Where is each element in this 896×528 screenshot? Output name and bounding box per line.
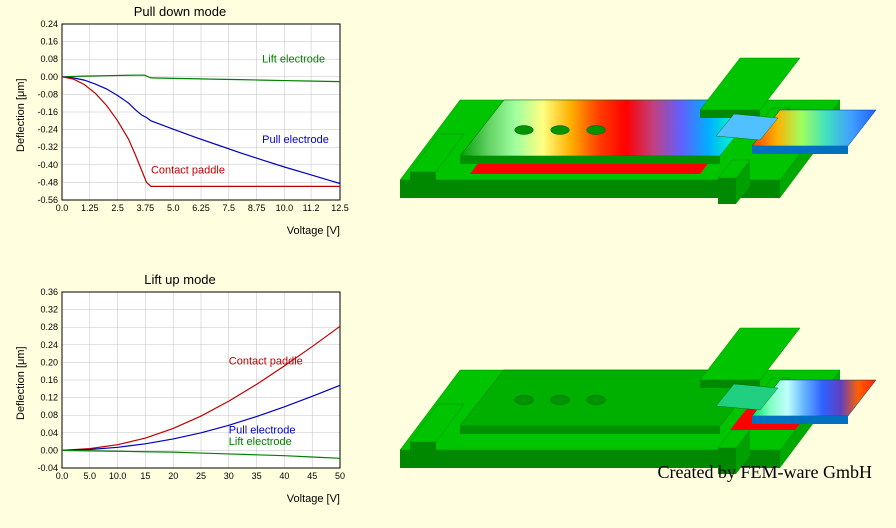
- svg-text:0.32: 0.32: [40, 305, 58, 315]
- svg-text:3.75: 3.75: [137, 203, 155, 213]
- pull-down-chart: Pull down mode 0.01.252.53.755.06.257.58…: [10, 4, 350, 240]
- svg-text:25: 25: [196, 471, 206, 481]
- svg-text:8.75: 8.75: [248, 203, 266, 213]
- svg-text:-0.48: -0.48: [37, 177, 58, 187]
- svg-text:-0.40: -0.40: [37, 160, 58, 170]
- svg-text:Lift electrode: Lift electrode: [262, 54, 325, 66]
- svg-text:50: 50: [335, 471, 345, 481]
- pull-down-render: [380, 30, 880, 230]
- svg-text:0.04: 0.04: [40, 428, 58, 438]
- svg-text:Lift electrode: Lift electrode: [229, 436, 292, 448]
- svg-text:40: 40: [279, 471, 289, 481]
- svg-text:Deflection [μm]: Deflection [μm]: [15, 78, 27, 152]
- credit-text: Created by FEM-ware GmbH: [658, 462, 872, 483]
- svg-text:0.20: 0.20: [40, 357, 58, 367]
- svg-text:0.00: 0.00: [40, 445, 58, 455]
- svg-text:0.28: 0.28: [40, 322, 58, 332]
- svg-text:0.08: 0.08: [40, 54, 58, 64]
- svg-text:Deflection [μm]: Deflection [μm]: [15, 346, 27, 420]
- svg-text:10.0: 10.0: [109, 471, 127, 481]
- svg-text:0.16: 0.16: [40, 37, 58, 47]
- svg-text:45: 45: [307, 471, 317, 481]
- svg-text:Pull electrode: Pull electrode: [262, 134, 329, 146]
- svg-text:20: 20: [168, 471, 178, 481]
- svg-text:Contact paddle: Contact paddle: [151, 165, 225, 177]
- svg-text:30: 30: [224, 471, 234, 481]
- svg-text:0.12: 0.12: [40, 393, 58, 403]
- svg-text:Pull electrode: Pull electrode: [229, 425, 296, 437]
- svg-text:1.25: 1.25: [81, 203, 99, 213]
- svg-text:Voltage [V]: Voltage [V]: [287, 493, 340, 505]
- svg-text:11.2: 11.2: [303, 203, 320, 213]
- render1-svg: [380, 30, 880, 230]
- svg-text:0.00: 0.00: [40, 72, 58, 82]
- svg-text:Voltage [V]: Voltage [V]: [287, 225, 340, 237]
- svg-text:6.25: 6.25: [192, 203, 210, 213]
- svg-text:0.24: 0.24: [40, 19, 58, 29]
- svg-text:7.5: 7.5: [223, 203, 236, 213]
- svg-text:10.0: 10.0: [276, 203, 294, 213]
- chart1-svg: 0.01.252.53.755.06.257.58.7510.011.212.5…: [10, 4, 350, 240]
- svg-text:-0.32: -0.32: [37, 142, 58, 152]
- svg-text:5.0: 5.0: [84, 471, 97, 481]
- svg-text:-0.56: -0.56: [37, 195, 58, 205]
- svg-text:0.16: 0.16: [40, 375, 58, 385]
- svg-text:12.5: 12.5: [331, 203, 349, 213]
- svg-text:-0.24: -0.24: [37, 125, 58, 135]
- svg-text:-0.08: -0.08: [37, 89, 58, 99]
- svg-text:-0.04: -0.04: [37, 463, 58, 473]
- svg-text:15: 15: [140, 471, 150, 481]
- lift-up-chart: Lift up mode 0.05.010.015202530354045500…: [10, 272, 350, 508]
- chart2-svg: 0.05.010.015202530354045500.360.320.280.…: [10, 272, 350, 508]
- svg-text:0.24: 0.24: [40, 340, 58, 350]
- svg-text:5.0: 5.0: [167, 203, 180, 213]
- svg-text:35: 35: [252, 471, 262, 481]
- svg-text:0.08: 0.08: [40, 410, 58, 420]
- svg-text:0.36: 0.36: [40, 287, 58, 297]
- svg-text:2.5: 2.5: [111, 203, 124, 213]
- svg-text:-0.16: -0.16: [37, 107, 58, 117]
- svg-text:Contact paddle: Contact paddle: [229, 356, 303, 368]
